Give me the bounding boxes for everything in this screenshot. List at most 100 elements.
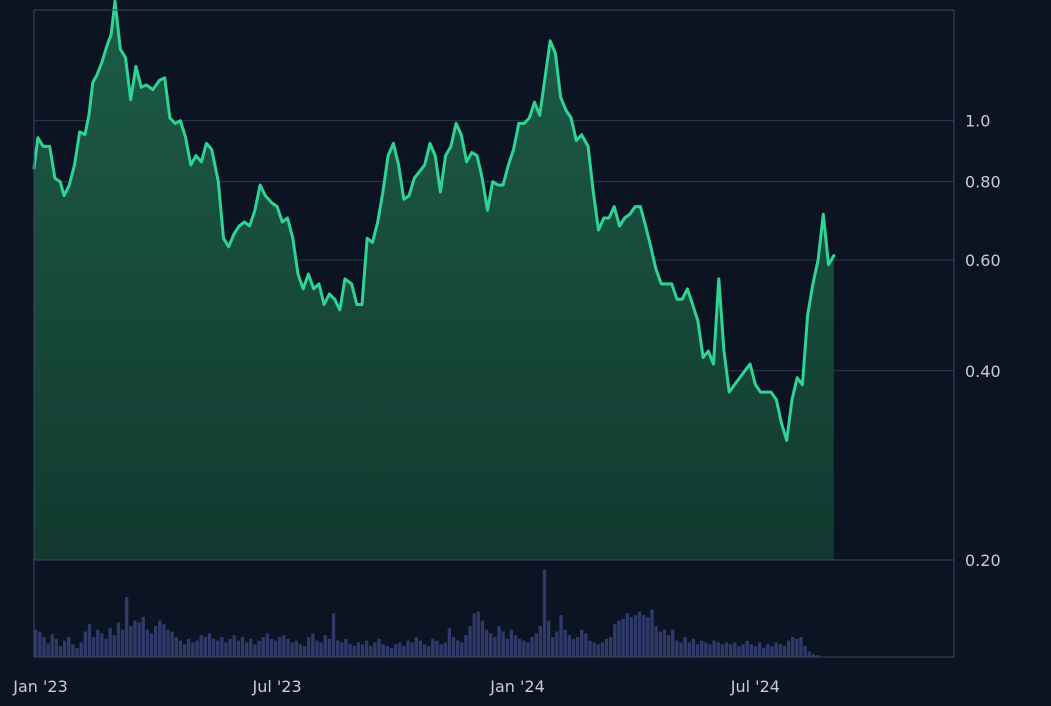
volume-bar — [269, 638, 274, 657]
volume-bar — [75, 647, 79, 657]
volume-bar — [307, 636, 311, 657]
volume-bar — [62, 640, 67, 657]
volume-bar — [257, 640, 261, 657]
volume-bar — [96, 629, 100, 657]
volume-bar — [526, 642, 530, 657]
volume-bar — [757, 642, 762, 657]
volume-bar — [373, 642, 377, 657]
volume-bar — [460, 642, 464, 657]
volume-bar — [580, 629, 584, 657]
volume-bar — [489, 633, 493, 657]
volume-bar — [654, 626, 658, 657]
volume-bar — [141, 616, 145, 657]
volume-bar — [666, 635, 671, 657]
volume-bar — [534, 633, 538, 657]
volume-bar — [766, 644, 770, 657]
volume-bar — [220, 636, 224, 657]
volume-bar — [232, 635, 236, 657]
volume-bar — [174, 636, 178, 657]
volume-bar — [319, 642, 323, 657]
volume-bar — [203, 636, 207, 657]
volume-bar — [650, 609, 654, 657]
volume-bar — [327, 638, 332, 657]
volume-bar — [551, 636, 555, 657]
volume-bar — [807, 651, 811, 657]
volume-bar — [414, 636, 418, 657]
volume-bar — [406, 640, 410, 657]
volume-bar — [728, 644, 733, 657]
volume-bar — [637, 611, 642, 657]
volume-bar — [249, 638, 253, 657]
volume-bar — [472, 613, 476, 657]
volume-bar — [704, 642, 708, 657]
x-tick-label: Jul '23 — [251, 677, 301, 696]
volume-bar — [427, 646, 431, 657]
volume-bar — [592, 642, 596, 657]
volume-bar — [311, 633, 315, 657]
volume-bar — [629, 616, 634, 657]
volume-bar — [112, 635, 116, 657]
volume-bar — [290, 642, 294, 657]
volume-bar — [265, 633, 269, 657]
volume-bar — [129, 626, 133, 657]
volume-bar — [497, 626, 501, 657]
volume-bar — [170, 631, 174, 657]
volume-bar — [683, 636, 687, 657]
volume-bar — [34, 629, 38, 657]
volume-bar — [100, 633, 104, 657]
volume-bar — [609, 636, 613, 657]
y-tick-label: 0.20 — [965, 551, 1001, 570]
volume-bar — [418, 640, 423, 657]
volume-bar — [633, 615, 638, 657]
volume-bar — [476, 611, 480, 657]
volume-bar — [302, 646, 307, 657]
volume-bar — [803, 646, 807, 657]
volume-bar — [360, 644, 365, 657]
plot-border — [33, 9, 955, 658]
volume-bar — [464, 635, 468, 657]
volume-bar — [344, 638, 348, 657]
volume-bar — [133, 620, 137, 657]
volume-bar — [422, 644, 427, 657]
volume-bar — [617, 620, 621, 657]
volume-bar — [782, 646, 787, 657]
volume-bar — [546, 620, 551, 657]
volume-bar — [364, 640, 369, 657]
volume-bar — [244, 642, 249, 657]
volume-bar — [708, 644, 712, 657]
volume-bar — [104, 638, 108, 657]
volume-bar — [700, 640, 704, 657]
volume-bar — [493, 636, 497, 657]
volume-bar — [331, 613, 336, 657]
volume-bar — [778, 644, 782, 657]
volume-bar — [58, 646, 63, 657]
volume-bar — [733, 642, 737, 657]
volume-bar — [439, 644, 443, 657]
volume-bar — [431, 638, 435, 657]
volume-bar — [621, 618, 625, 657]
volume-bar — [724, 642, 729, 657]
volume-bar — [687, 642, 691, 657]
volume-bar — [662, 629, 667, 657]
volume-bar — [83, 631, 87, 657]
volume-bar — [356, 642, 361, 657]
volume-bar — [298, 644, 303, 657]
volume-bar — [501, 631, 505, 657]
volume-bar — [613, 624, 617, 657]
volume-bar — [671, 629, 675, 657]
volume-bar — [435, 640, 439, 657]
volume-bar — [145, 629, 150, 657]
y-tick-label: 0.40 — [965, 362, 1001, 381]
volume-bar — [116, 622, 121, 657]
volume-bar — [385, 646, 389, 657]
volume-bar — [596, 644, 600, 657]
volume-bar — [182, 644, 187, 657]
volume-bar — [340, 642, 344, 657]
volume-bar — [38, 631, 42, 657]
volume-bar — [323, 635, 327, 657]
volume-bar — [447, 627, 452, 657]
volume-bar — [786, 640, 791, 657]
volume-bar — [542, 569, 547, 657]
volume-bar — [87, 624, 92, 657]
volume-bar — [253, 644, 257, 657]
